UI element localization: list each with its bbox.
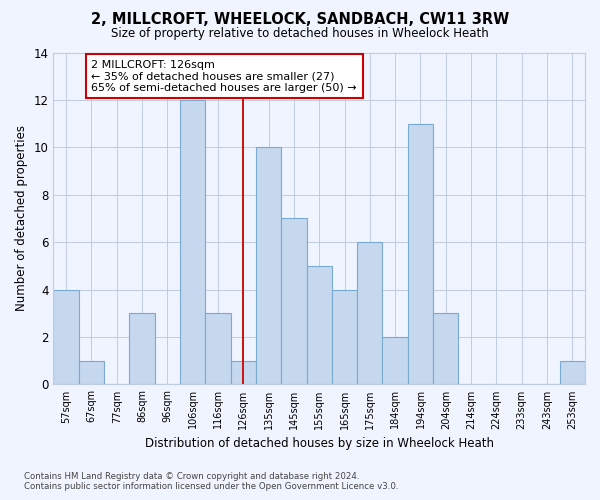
Text: Contains HM Land Registry data © Crown copyright and database right 2024.: Contains HM Land Registry data © Crown c… (24, 472, 359, 481)
Text: Size of property relative to detached houses in Wheelock Heath: Size of property relative to detached ho… (111, 28, 489, 40)
Bar (130, 314, 155, 384)
Y-axis label: Number of detached properties: Number of detached properties (15, 126, 28, 312)
Bar (180, 100, 205, 384)
Text: Contains public sector information licensed under the Open Government Licence v3: Contains public sector information licen… (24, 482, 398, 491)
Bar (408, 124, 433, 384)
Bar (281, 218, 307, 384)
Bar (53, 290, 79, 384)
Bar (307, 266, 332, 384)
Bar (433, 314, 458, 384)
X-axis label: Distribution of detached houses by size in Wheelock Heath: Distribution of detached houses by size … (145, 437, 494, 450)
Bar (230, 360, 256, 384)
Bar (256, 148, 281, 384)
Bar (79, 360, 104, 384)
Bar (560, 360, 585, 384)
Text: 2 MILLCROFT: 126sqm
← 35% of detached houses are smaller (27)
65% of semi-detach: 2 MILLCROFT: 126sqm ← 35% of detached ho… (91, 60, 357, 93)
Bar (357, 242, 382, 384)
Bar (382, 337, 408, 384)
Text: 2, MILLCROFT, WHEELOCK, SANDBACH, CW11 3RW: 2, MILLCROFT, WHEELOCK, SANDBACH, CW11 3… (91, 12, 509, 28)
Bar (205, 314, 230, 384)
Bar (332, 290, 357, 384)
